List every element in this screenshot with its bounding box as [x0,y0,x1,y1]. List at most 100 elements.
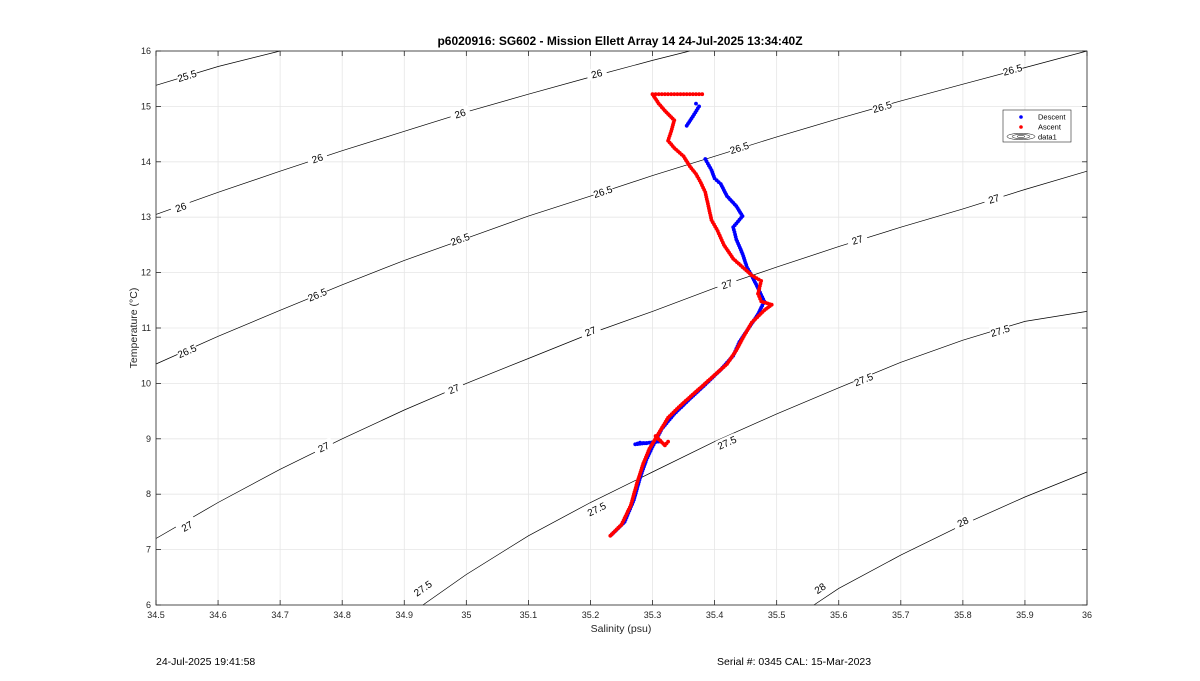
ascent-point [691,92,695,97]
x-tick-label: 35.3 [644,610,662,620]
contour-label: 27 [584,325,599,340]
legend-label-data1: data1 [1038,133,1057,142]
contour-label: 28 [956,515,971,530]
legend-label-descent: Descent [1038,113,1066,122]
x-tick-label: 35.9 [1016,610,1034,620]
contour-label-bg [305,285,329,304]
x-tick-label: 35.8 [954,610,972,620]
x-tick-label: 35 [461,610,471,620]
y-axis-label: Temperature (°C) [128,288,140,369]
contour-label-bg [852,370,875,388]
contour-label-bg [578,322,602,340]
legend-marker-ascent [1019,125,1023,129]
ascent-point [672,92,677,97]
contour-label-bg [1001,61,1024,78]
legend-label-ascent: Ascent [1038,123,1062,132]
contour-label-bg [988,322,1012,339]
y-tick-label: 14 [141,157,151,167]
contour-label: 26 [453,108,467,122]
contour-line [155,50,690,215]
y-tick-label: 9 [146,434,151,444]
ascent-point [684,92,689,97]
y-tick-label: 16 [141,46,151,56]
contour-line [155,50,281,86]
contour-label: 27 [720,278,734,292]
x-tick-label: 34.8 [333,610,351,620]
x-tick-label: 35.7 [892,610,910,620]
contour-line [155,170,1088,539]
descent-point [684,123,689,128]
contour-label-bg [411,577,434,599]
ascent-point [666,439,670,444]
axis-ticks: 34.5 34.6 34.7 34.8 34.9 35 35.1 35.2 35.3 35.4 35… [141,46,1092,620]
contour-label-bg [982,190,1005,207]
x-tick-label: 36 [1082,610,1092,620]
ascent-point [697,92,701,97]
contour-label-bg [808,577,832,599]
y-tick-label: 6 [146,600,151,610]
contour-label: 26.5 [872,100,894,116]
y-tick-label: 8 [146,489,151,499]
chart-title: p6020916: SG602 - Mission Ellett Array 1… [437,34,802,48]
ascent-point [700,92,705,97]
contour-label-bg [715,275,739,293]
x-tick-label: 34.7 [271,610,289,620]
descent-point [703,157,708,161]
contour-label: 27 [851,234,865,248]
x-tick-label: 35.4 [706,610,724,620]
x-tick-label: 35.2 [582,610,600,620]
x-tick-label: 34.5 [147,610,165,620]
x-axis-label: Salinity (psu) [591,623,652,635]
grid-lines [155,50,1088,606]
ascent-point [687,92,692,97]
legend-marker-descent [1019,115,1023,119]
x-tick-label: 35.6 [830,610,848,620]
legend[interactable]: Descent Ascent data1 [1002,109,1072,143]
descent-point [694,101,698,106]
x-tick-label: 34.9 [396,610,414,620]
contour-label: 26 [590,68,604,82]
contour-label-bg [175,516,199,536]
contour-line [813,471,1088,606]
contour-label: 27 [180,519,196,534]
ascent-point [675,92,680,97]
ascent-point [653,92,658,97]
ascent-point [669,92,674,97]
y-tick-label: 7 [146,545,151,555]
contour-label-bg [870,98,894,115]
contour-label-bg [448,104,472,122]
contour-label-bg [169,198,192,216]
contour-label-bg [951,512,975,531]
y-tick-label: 12 [141,268,151,278]
ascent-point [659,92,664,97]
contour-label-bg [305,149,329,167]
contour-label: 27 [987,193,1001,207]
contour-label-bg [175,341,199,360]
contour-label-bg [311,437,335,457]
contour-label-bg [175,67,199,84]
y-tick-label: 11 [142,323,151,333]
contour-label-bg [448,230,472,248]
footer-timestamp: 24-Jul-2025 19:41:58 [156,656,256,668]
contour-label-bg [846,231,869,248]
ascent-point [681,92,686,97]
ascent-series [608,92,774,538]
contour-label-bg [715,433,739,452]
contour-label-bg [585,499,608,519]
legend-marker-contour-icon [1006,133,1036,140]
ascent-point [666,92,670,97]
y-tick-label: 10 [141,378,151,388]
x-tick-label: 35.1 [520,610,538,620]
x-tick-label: 34.6 [209,610,227,620]
ascent-point [663,92,667,97]
ascent-point [650,92,655,97]
contour-label: 26.5 [1002,63,1024,79]
contour-label: 26 [174,201,189,215]
ascent-point [678,92,683,97]
ascent-point [656,92,661,97]
contour-label-bg [728,139,751,156]
contour-label: 27 [447,382,462,397]
contour-label-bg [442,379,466,398]
x-tick-label: 35.5 [768,610,786,620]
